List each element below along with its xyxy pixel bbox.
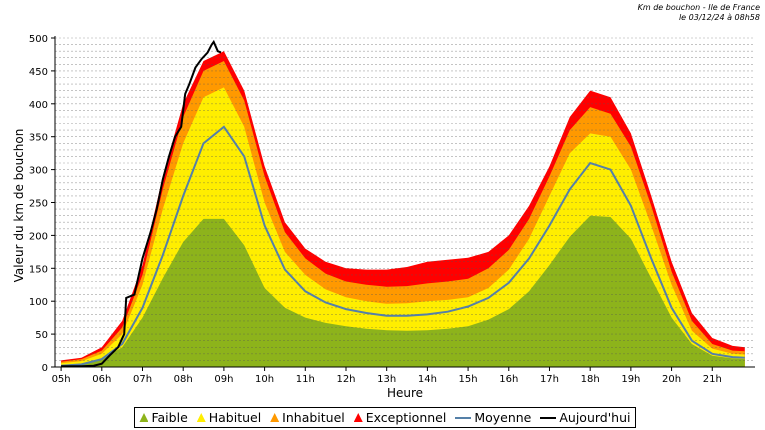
- x-tick-label: 05h: [52, 374, 71, 385]
- y-axis-label: Valeur du km de bouchon: [12, 129, 26, 283]
- series-lines: [61, 39, 745, 368]
- x-tick-label: 16h: [499, 374, 518, 385]
- legend-label-moyenne: Moyenne: [474, 410, 532, 425]
- chart-header-title: Km de bouchon - Ile de France: [637, 3, 760, 12]
- y-tick-label: 350: [29, 133, 48, 144]
- y-tick-label: 450: [29, 67, 48, 78]
- chart-legend: Faible Habituel Inhabituel Exceptionnel …: [134, 407, 636, 428]
- legend-item-aujourdhui: Aujourd'hui: [540, 410, 630, 425]
- x-tick-label: 19h: [621, 374, 640, 385]
- x-axis-label: Heure: [387, 386, 423, 400]
- x-tick-label: 06h: [92, 374, 111, 385]
- legend-label-inhabituel: Inhabituel: [282, 410, 345, 425]
- x-tick-label: 14h: [418, 374, 437, 385]
- line-moyenne: [61, 125, 745, 367]
- legend-swatch-exceptionnel: [353, 413, 363, 422]
- x-tick-label: 09h: [214, 374, 233, 385]
- y-tick-label: 300: [29, 166, 48, 177]
- y-tick-label: 50: [35, 330, 48, 341]
- legend-item-exceptionnel: Exceptionnel: [353, 410, 447, 425]
- legend-swatch-inhabituel: [270, 413, 280, 422]
- legend-item-inhabituel: Inhabituel: [270, 410, 345, 425]
- x-tick-label: 20h: [662, 374, 681, 385]
- x-tick-label: 18h: [581, 374, 600, 385]
- legend-label-habituel: Habituel: [208, 410, 262, 425]
- area-faible: [61, 215, 745, 367]
- y-tick-label: 150: [29, 264, 48, 275]
- x-tick-label: 21h: [703, 374, 722, 385]
- legend-item-habituel: Habituel: [196, 410, 262, 425]
- x-tick-label: 13h: [377, 374, 396, 385]
- legend-label-exceptionnel: Exceptionnel: [365, 410, 447, 425]
- y-tick-label: 500: [29, 34, 48, 45]
- grid-lines: [55, 37, 755, 361]
- legend-label-faible: Faible: [151, 410, 188, 425]
- x-tick-label: 11h: [296, 374, 315, 385]
- chart-header-timestamp: le 03/12/24 à 08h58: [678, 13, 760, 22]
- y-tick-label: 100: [29, 297, 48, 308]
- y-tick-labels: 0 50 100 150 200 250 300 350 400 450 500: [29, 34, 55, 374]
- x-tick-label: 10h: [255, 374, 274, 385]
- legend-swatch-moyenne: [455, 416, 472, 419]
- legend-swatch-habituel: [196, 413, 206, 422]
- line-aujourdhui: [61, 39, 222, 368]
- y-tick-label: 0: [42, 363, 48, 374]
- legend-item-faible: Faible: [139, 410, 188, 425]
- x-tick-label: 12h: [336, 374, 355, 385]
- legend-swatch-aujourdhui: [540, 416, 557, 419]
- x-tick-label: 07h: [133, 374, 152, 385]
- x-tick-label: 08h: [174, 374, 193, 385]
- legend-label-aujourdhui: Aujourd'hui: [559, 410, 631, 425]
- legend-swatch-faible: [139, 413, 149, 422]
- y-tick-label: 400: [29, 100, 48, 111]
- x-tick-labels: 05h 06h 07h 08h 09h 10h 11h 12h 13h 14h 15h 16h 17h 1…: [52, 367, 722, 385]
- y-tick-label: 200: [29, 231, 48, 242]
- legend-item-moyenne: Moyenne: [455, 410, 531, 425]
- y-tick-label: 250: [29, 199, 48, 210]
- x-tick-label: 15h: [459, 374, 478, 385]
- axes: [54, 36, 755, 368]
- x-tick-label: 17h: [540, 374, 559, 385]
